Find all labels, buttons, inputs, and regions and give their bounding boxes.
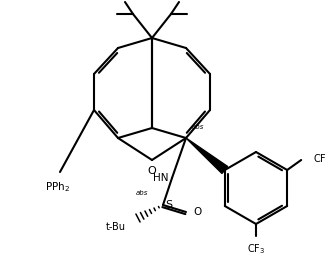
Text: O: O (193, 207, 201, 217)
Text: O: O (148, 166, 156, 176)
Text: CF$_3$: CF$_3$ (247, 242, 265, 256)
Text: S: S (165, 200, 172, 210)
Text: abs: abs (192, 124, 204, 130)
Text: abs: abs (136, 190, 148, 196)
Text: PPh$_2$: PPh$_2$ (46, 180, 70, 194)
Text: HN: HN (153, 173, 168, 183)
Text: CF$_3$: CF$_3$ (313, 152, 326, 166)
Polygon shape (186, 138, 228, 174)
Text: t-Bu: t-Bu (106, 222, 126, 232)
